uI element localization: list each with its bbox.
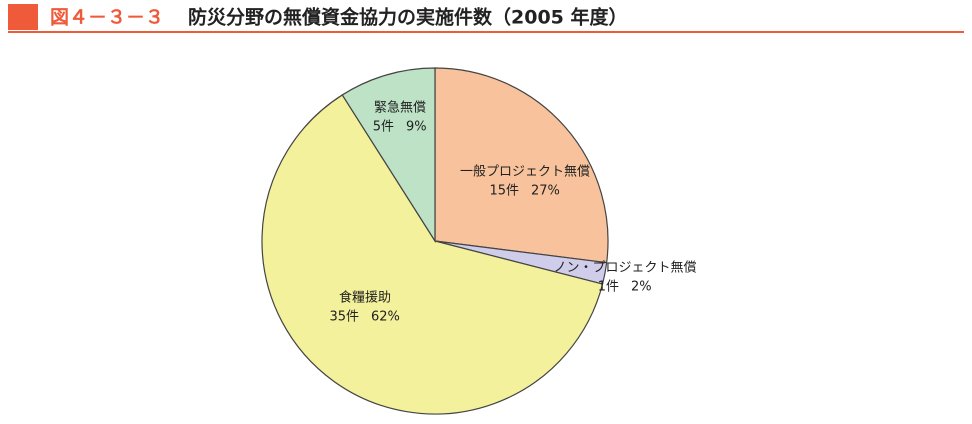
count-label: 35件: [329, 310, 359, 325]
count-label: 1件: [598, 280, 619, 295]
figure-number: 図４－３－３: [50, 7, 164, 29]
value-label: 2%: [631, 280, 652, 295]
header-block: [8, 4, 38, 30]
pie-slice: [261, 94, 604, 415]
chart-title: 防災分野の無償資金協力の実施件数（2005 年度）: [188, 6, 628, 29]
value-label: 62%: [371, 310, 400, 325]
value-label: 27%: [531, 184, 560, 199]
slice-label: 一般プロジェクト無償: [460, 164, 590, 180]
count-label: 5件: [373, 120, 394, 135]
slice-label: ノン・プロジェクト無償: [553, 261, 696, 276]
value-label: 9%: [406, 120, 427, 135]
pie-slice: [341, 67, 436, 244]
slice-label: 食糧援助: [339, 290, 391, 306]
pie-slice: [434, 67, 609, 264]
slice-label: 緊急無償: [374, 101, 426, 116]
count-label: 15件: [489, 184, 519, 199]
